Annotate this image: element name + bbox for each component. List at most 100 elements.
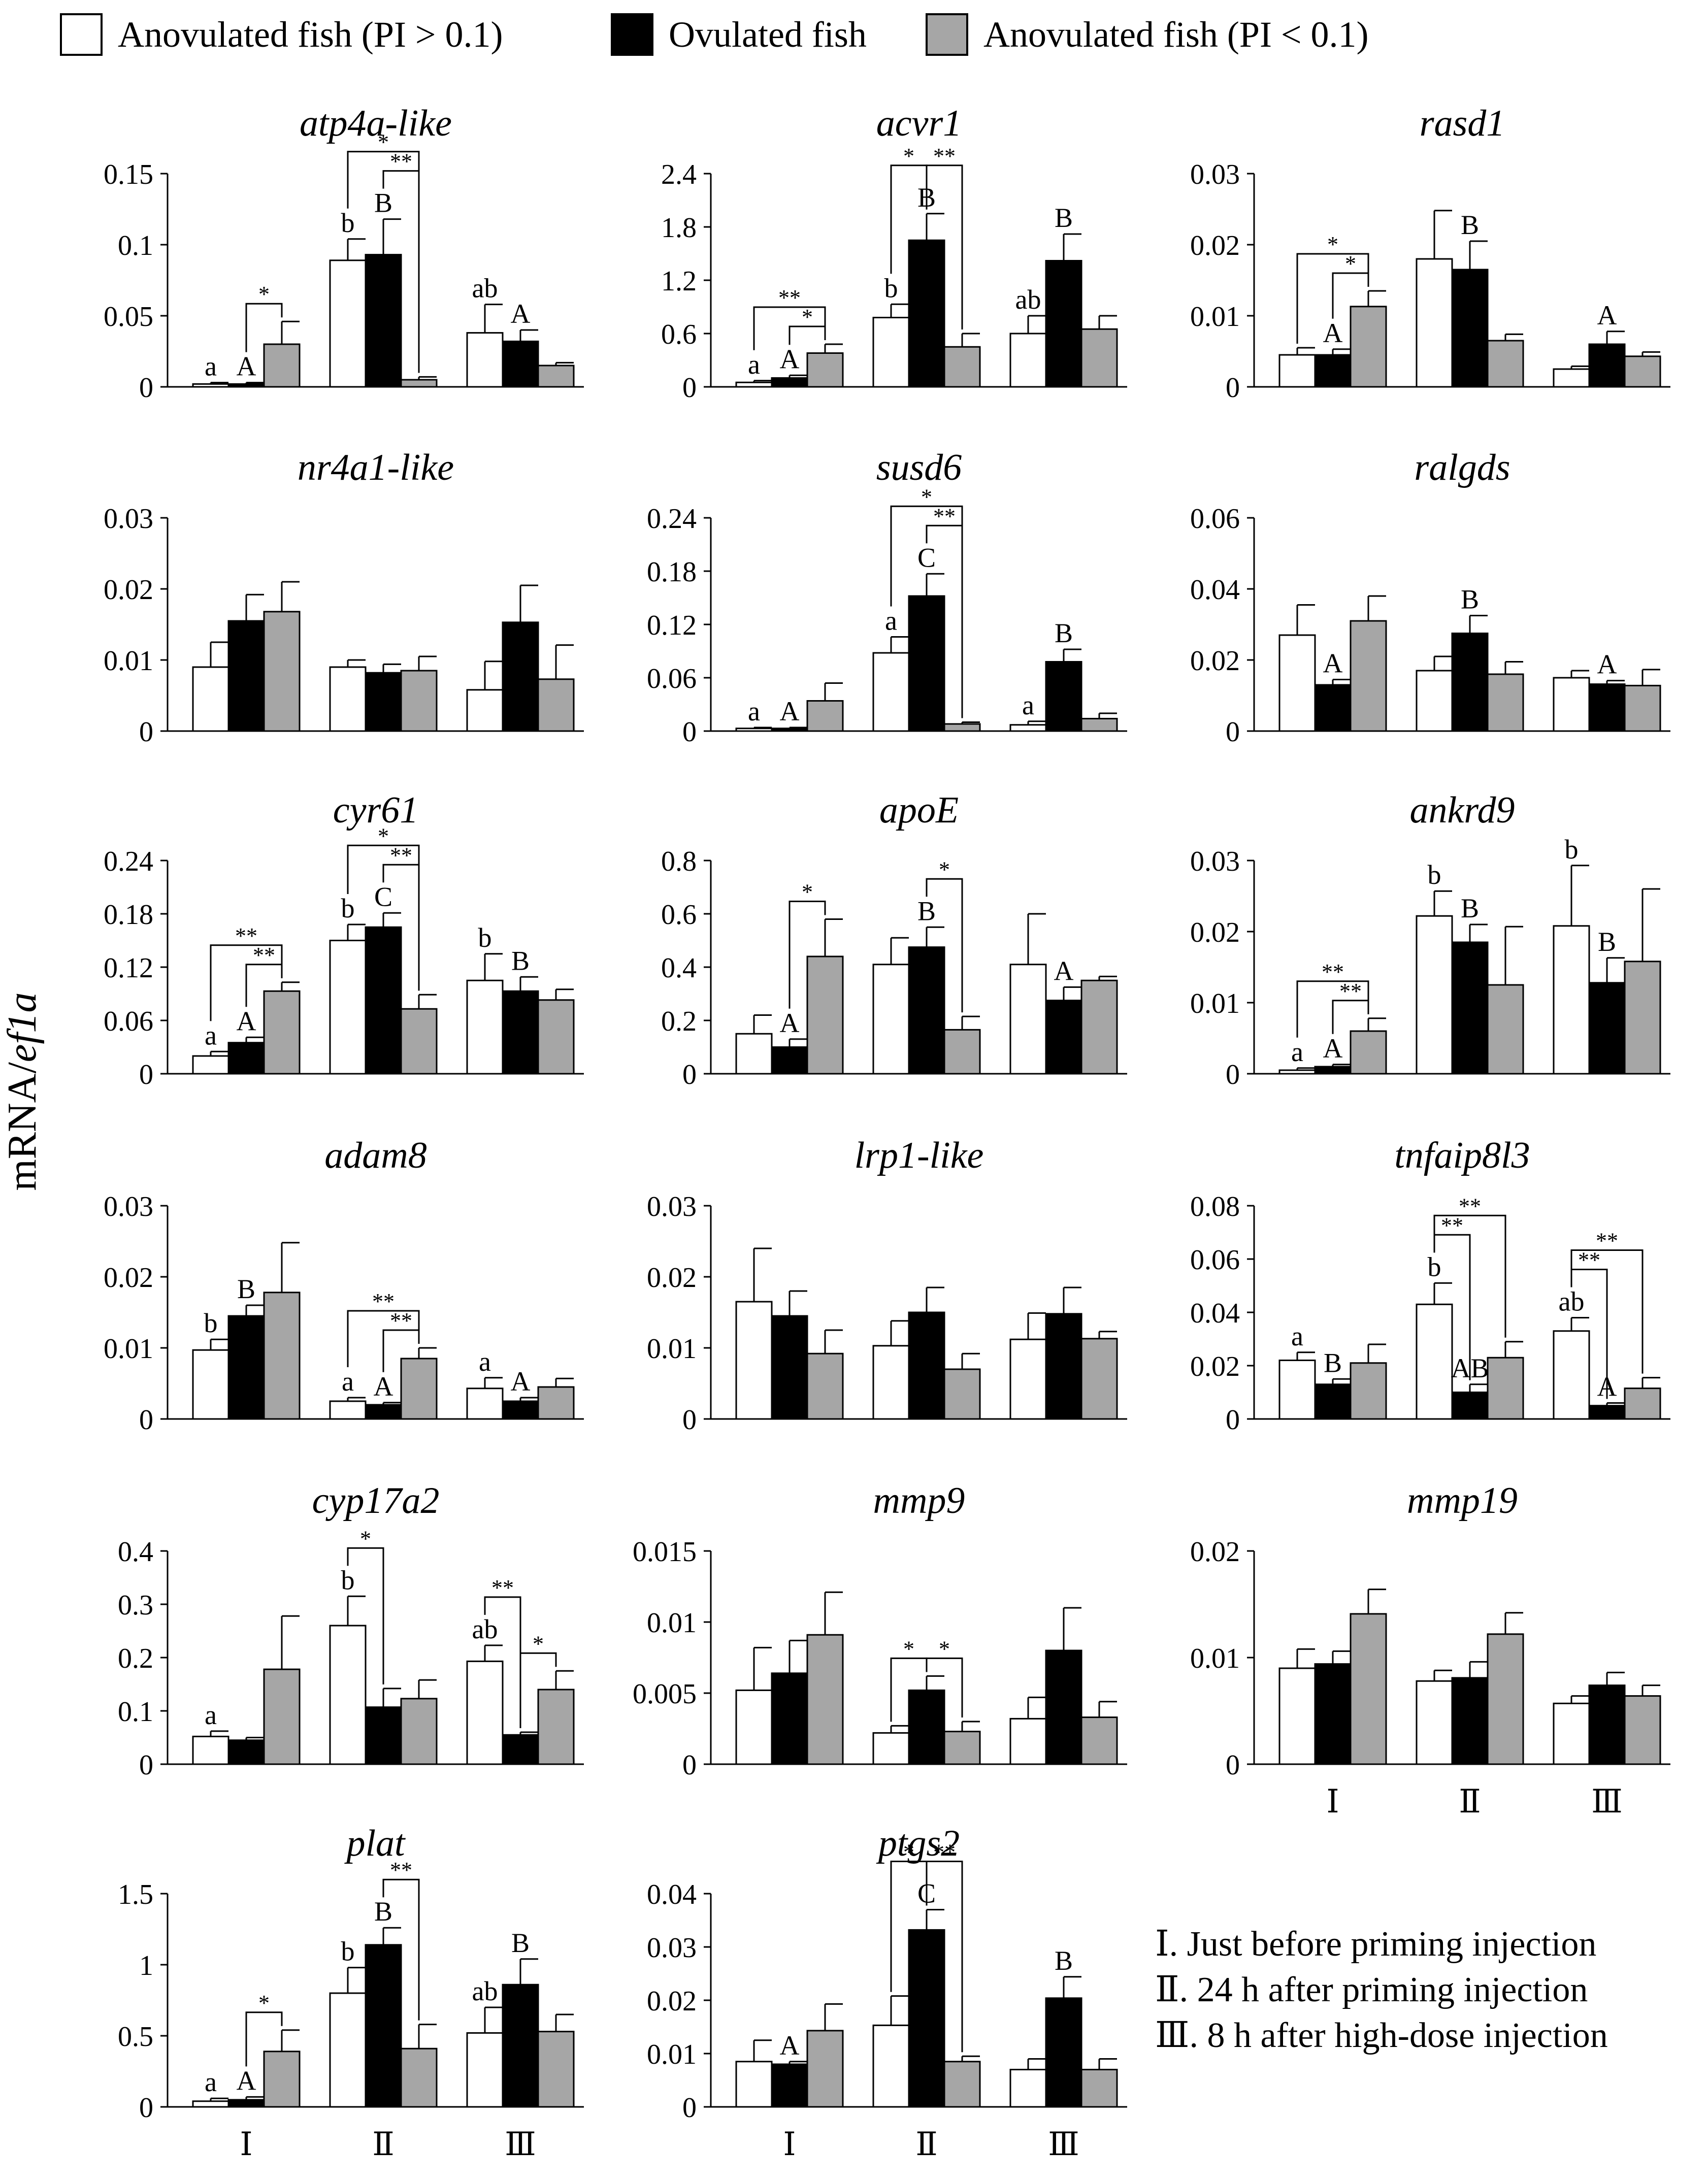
significance-letter: B bbox=[374, 188, 392, 218]
bar bbox=[1588, 1684, 1626, 1765]
bar bbox=[1588, 982, 1626, 1075]
y-axis-label-italic: ef1a bbox=[0, 992, 45, 1062]
x-group-label: Ⅱ bbox=[1459, 1783, 1481, 1820]
bar bbox=[872, 2024, 910, 2108]
y-tick-label: 0 bbox=[682, 716, 697, 748]
bar bbox=[1045, 1000, 1082, 1075]
significance-mark: ** bbox=[1339, 979, 1362, 1004]
significance-letter: a bbox=[205, 1020, 217, 1050]
y-tick-label: 0.2 bbox=[118, 1643, 153, 1674]
y-tick-label: 0.6 bbox=[661, 319, 697, 350]
significance-mark: * bbox=[903, 1636, 914, 1661]
bar bbox=[329, 940, 367, 1075]
significance-mark: * bbox=[903, 1840, 914, 1865]
chart-title: cyr61 bbox=[333, 789, 419, 831]
y-tick-label: 0.03 bbox=[104, 1191, 153, 1222]
chart-panel-mmp19: mmp19 0 0.01 0.02 Ⅰ Ⅱ Ⅲ bbox=[1190, 1480, 1670, 1820]
y-tick-label: 0.4 bbox=[118, 1536, 153, 1568]
y-tick-label: 0.15 bbox=[104, 159, 153, 190]
bar bbox=[1080, 1338, 1118, 1420]
bar bbox=[1588, 343, 1626, 388]
significance-bracket bbox=[890, 505, 963, 718]
chart-title: mmp19 bbox=[1407, 1480, 1518, 1522]
bar bbox=[400, 379, 438, 388]
x-group-label: Ⅲ bbox=[1048, 2126, 1079, 2162]
significance-letter: a bbox=[205, 351, 217, 382]
y-tick-label: 0.24 bbox=[647, 503, 697, 535]
significance-bracket bbox=[210, 944, 283, 1021]
bar bbox=[872, 652, 910, 732]
bar bbox=[1045, 661, 1082, 732]
bar bbox=[1451, 1392, 1489, 1420]
bar bbox=[537, 999, 575, 1075]
chart-panel-ralgds: ralgds 0 0.02 0.04 0.06 A B A bbox=[1190, 447, 1670, 748]
significance-letter: B bbox=[1461, 584, 1479, 615]
significance-letter: b bbox=[341, 893, 355, 923]
significance-letter: A bbox=[1323, 318, 1343, 348]
y-tick-label: 0.6 bbox=[661, 899, 697, 931]
y-tick-label: 0.12 bbox=[104, 952, 153, 984]
y-tick-label: 0.1 bbox=[118, 230, 153, 261]
significance-bracket bbox=[1296, 980, 1369, 1038]
significance-letter: A bbox=[511, 1366, 531, 1397]
y-tick-label: 0.02 bbox=[104, 574, 153, 606]
significance-letter: C bbox=[917, 542, 936, 573]
bar bbox=[466, 1387, 504, 1420]
x-group-label: Ⅱ bbox=[372, 2126, 395, 2162]
significance-letter: a bbox=[342, 1366, 354, 1397]
bar bbox=[1487, 984, 1524, 1075]
significance-letter: B bbox=[1598, 927, 1616, 957]
significance-mark: ** bbox=[390, 1858, 412, 1882]
bar bbox=[1009, 724, 1047, 732]
significance-letter: A bbox=[1597, 649, 1617, 680]
bar bbox=[1080, 1716, 1118, 1765]
bar bbox=[263, 1292, 301, 1420]
y-tick-label: 0.05 bbox=[104, 301, 153, 333]
bar bbox=[466, 2032, 504, 2108]
y-tick-label: 0 bbox=[139, 2092, 153, 2124]
significance-letter: b bbox=[1428, 860, 1441, 890]
bar bbox=[735, 2061, 773, 2108]
bar bbox=[263, 343, 301, 388]
bar bbox=[1350, 306, 1387, 388]
bar bbox=[365, 926, 402, 1075]
bar bbox=[872, 1345, 910, 1420]
significance-letter: B bbox=[511, 945, 530, 976]
significance-mark: ** bbox=[1596, 1229, 1618, 1253]
y-tick-label: 0 bbox=[682, 1749, 697, 1781]
y-tick-label: 0.02 bbox=[104, 1262, 153, 1294]
significance-mark: * bbox=[903, 144, 914, 169]
x-group-label: Ⅰ bbox=[783, 2126, 796, 2162]
significance-letter: b bbox=[341, 208, 355, 238]
significance-mark: * bbox=[921, 484, 932, 509]
chart-title: plat bbox=[344, 1823, 406, 1864]
significance-bracket bbox=[1570, 1249, 1644, 1374]
note-group-3: Ⅲ. 8 h after high-dose injection bbox=[1155, 2016, 1608, 2055]
bar bbox=[227, 620, 265, 732]
significance-letter: B bbox=[917, 896, 936, 926]
significance-letter: a bbox=[1291, 1321, 1303, 1351]
significance-letter: b bbox=[884, 273, 898, 303]
significance-letter: a bbox=[205, 2067, 217, 2097]
significance-bracket bbox=[1296, 253, 1369, 344]
bar bbox=[1009, 964, 1047, 1075]
bar bbox=[502, 340, 539, 388]
bar bbox=[466, 332, 504, 388]
bar bbox=[1314, 1383, 1352, 1420]
chart-title: ralgds bbox=[1414, 447, 1510, 488]
significance-letter: B bbox=[1055, 203, 1073, 233]
chart-title: susd6 bbox=[876, 447, 962, 488]
bar bbox=[943, 1029, 981, 1075]
significance-letter: a bbox=[748, 696, 760, 726]
y-tick-label: 1 bbox=[139, 1950, 153, 1981]
chart-panel-lrp1-like: lrp1-like 0 0.01 0.02 0.03 bbox=[647, 1135, 1127, 1436]
bar bbox=[806, 955, 844, 1075]
y-tick-label: 0.12 bbox=[647, 610, 697, 641]
bar bbox=[192, 2100, 229, 2108]
significance-mark: * bbox=[939, 857, 950, 882]
bar bbox=[365, 1944, 402, 2108]
significance-mark: * bbox=[360, 1526, 371, 1551]
